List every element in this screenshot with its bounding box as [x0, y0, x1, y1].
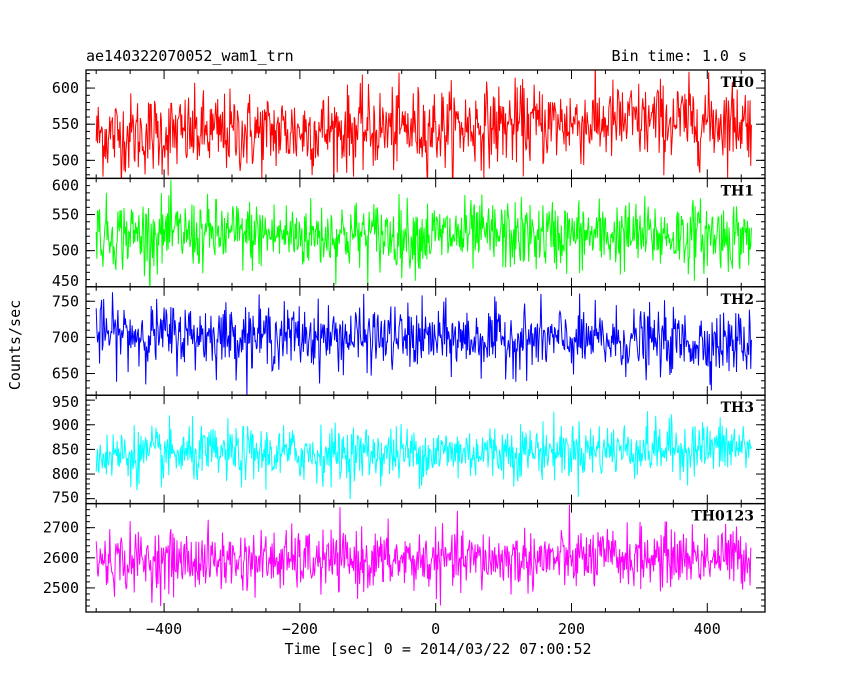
x-tick-label: 0 — [431, 620, 440, 638]
panels-group: 500 550 600 TH0 450 500 550 600 TH1 650 700 750 TH2 7… — [43, 69, 766, 613]
y-tick-label: 500 — [52, 242, 79, 260]
y-tick-label: 600 — [52, 176, 79, 194]
y-tick-label: 600 — [52, 79, 79, 97]
y-tick-label: 750 — [52, 292, 79, 310]
x-tick-label: −400 — [146, 620, 182, 638]
y-axis-label: Counts/sec — [6, 300, 24, 390]
y-tick-label: 550 — [52, 115, 79, 133]
y-tick-label: 950 — [52, 393, 79, 411]
series-th1 — [95, 179, 752, 287]
panel-label-th0: TH0 — [721, 75, 755, 91]
y-tick-label: 450 — [52, 272, 79, 290]
y-tick-label: 500 — [52, 151, 79, 169]
panel-th0: 500 550 600 TH0 — [52, 69, 766, 180]
series-th0123 — [95, 504, 752, 607]
panel-label-th3: TH3 — [721, 400, 754, 416]
y-tick-label: 800 — [52, 465, 79, 483]
bin-time-label: Bin time: 1.0 s — [612, 47, 747, 65]
series-th0 — [95, 70, 752, 179]
x-tick-label: 400 — [694, 620, 721, 638]
panel-th0123: 2500 2600 2700 TH0123 — [43, 502, 766, 613]
panel-label-th1: TH1 — [721, 183, 754, 199]
y-tick-label: 550 — [52, 206, 79, 224]
panel-th2: 650 700 750 TH2 — [52, 286, 766, 396]
y-tick-label: 900 — [52, 416, 79, 434]
y-tick-label: 750 — [52, 489, 79, 507]
panel-th1: 450 500 550 600 TH1 — [52, 176, 766, 290]
y-tick-label: 2600 — [43, 549, 79, 567]
x-tick-label: 200 — [558, 620, 585, 638]
x-tick-label: −200 — [282, 620, 318, 638]
y-tick-label: 850 — [52, 440, 79, 458]
panel-th3: 750 800 850 900 950 TH3 — [52, 393, 766, 507]
y-tick-label: 2500 — [43, 579, 79, 597]
series-th2 — [95, 292, 752, 396]
panel-label-th0123: TH0123 — [691, 509, 754, 525]
x-axis: −400 −200 0 200 400 — [146, 620, 721, 638]
plot-title: ae140322070052_wam1_trn — [86, 47, 294, 65]
series-th3 — [95, 411, 752, 500]
y-tick-label: 2700 — [43, 519, 79, 537]
y-tick-label: 650 — [52, 365, 79, 383]
panel-label-th2: TH2 — [721, 292, 754, 308]
y-tick-label: 700 — [52, 328, 79, 346]
x-axis-label: Time [sec] 0 = 2014/03/22 07:00:52 — [284, 640, 591, 658]
